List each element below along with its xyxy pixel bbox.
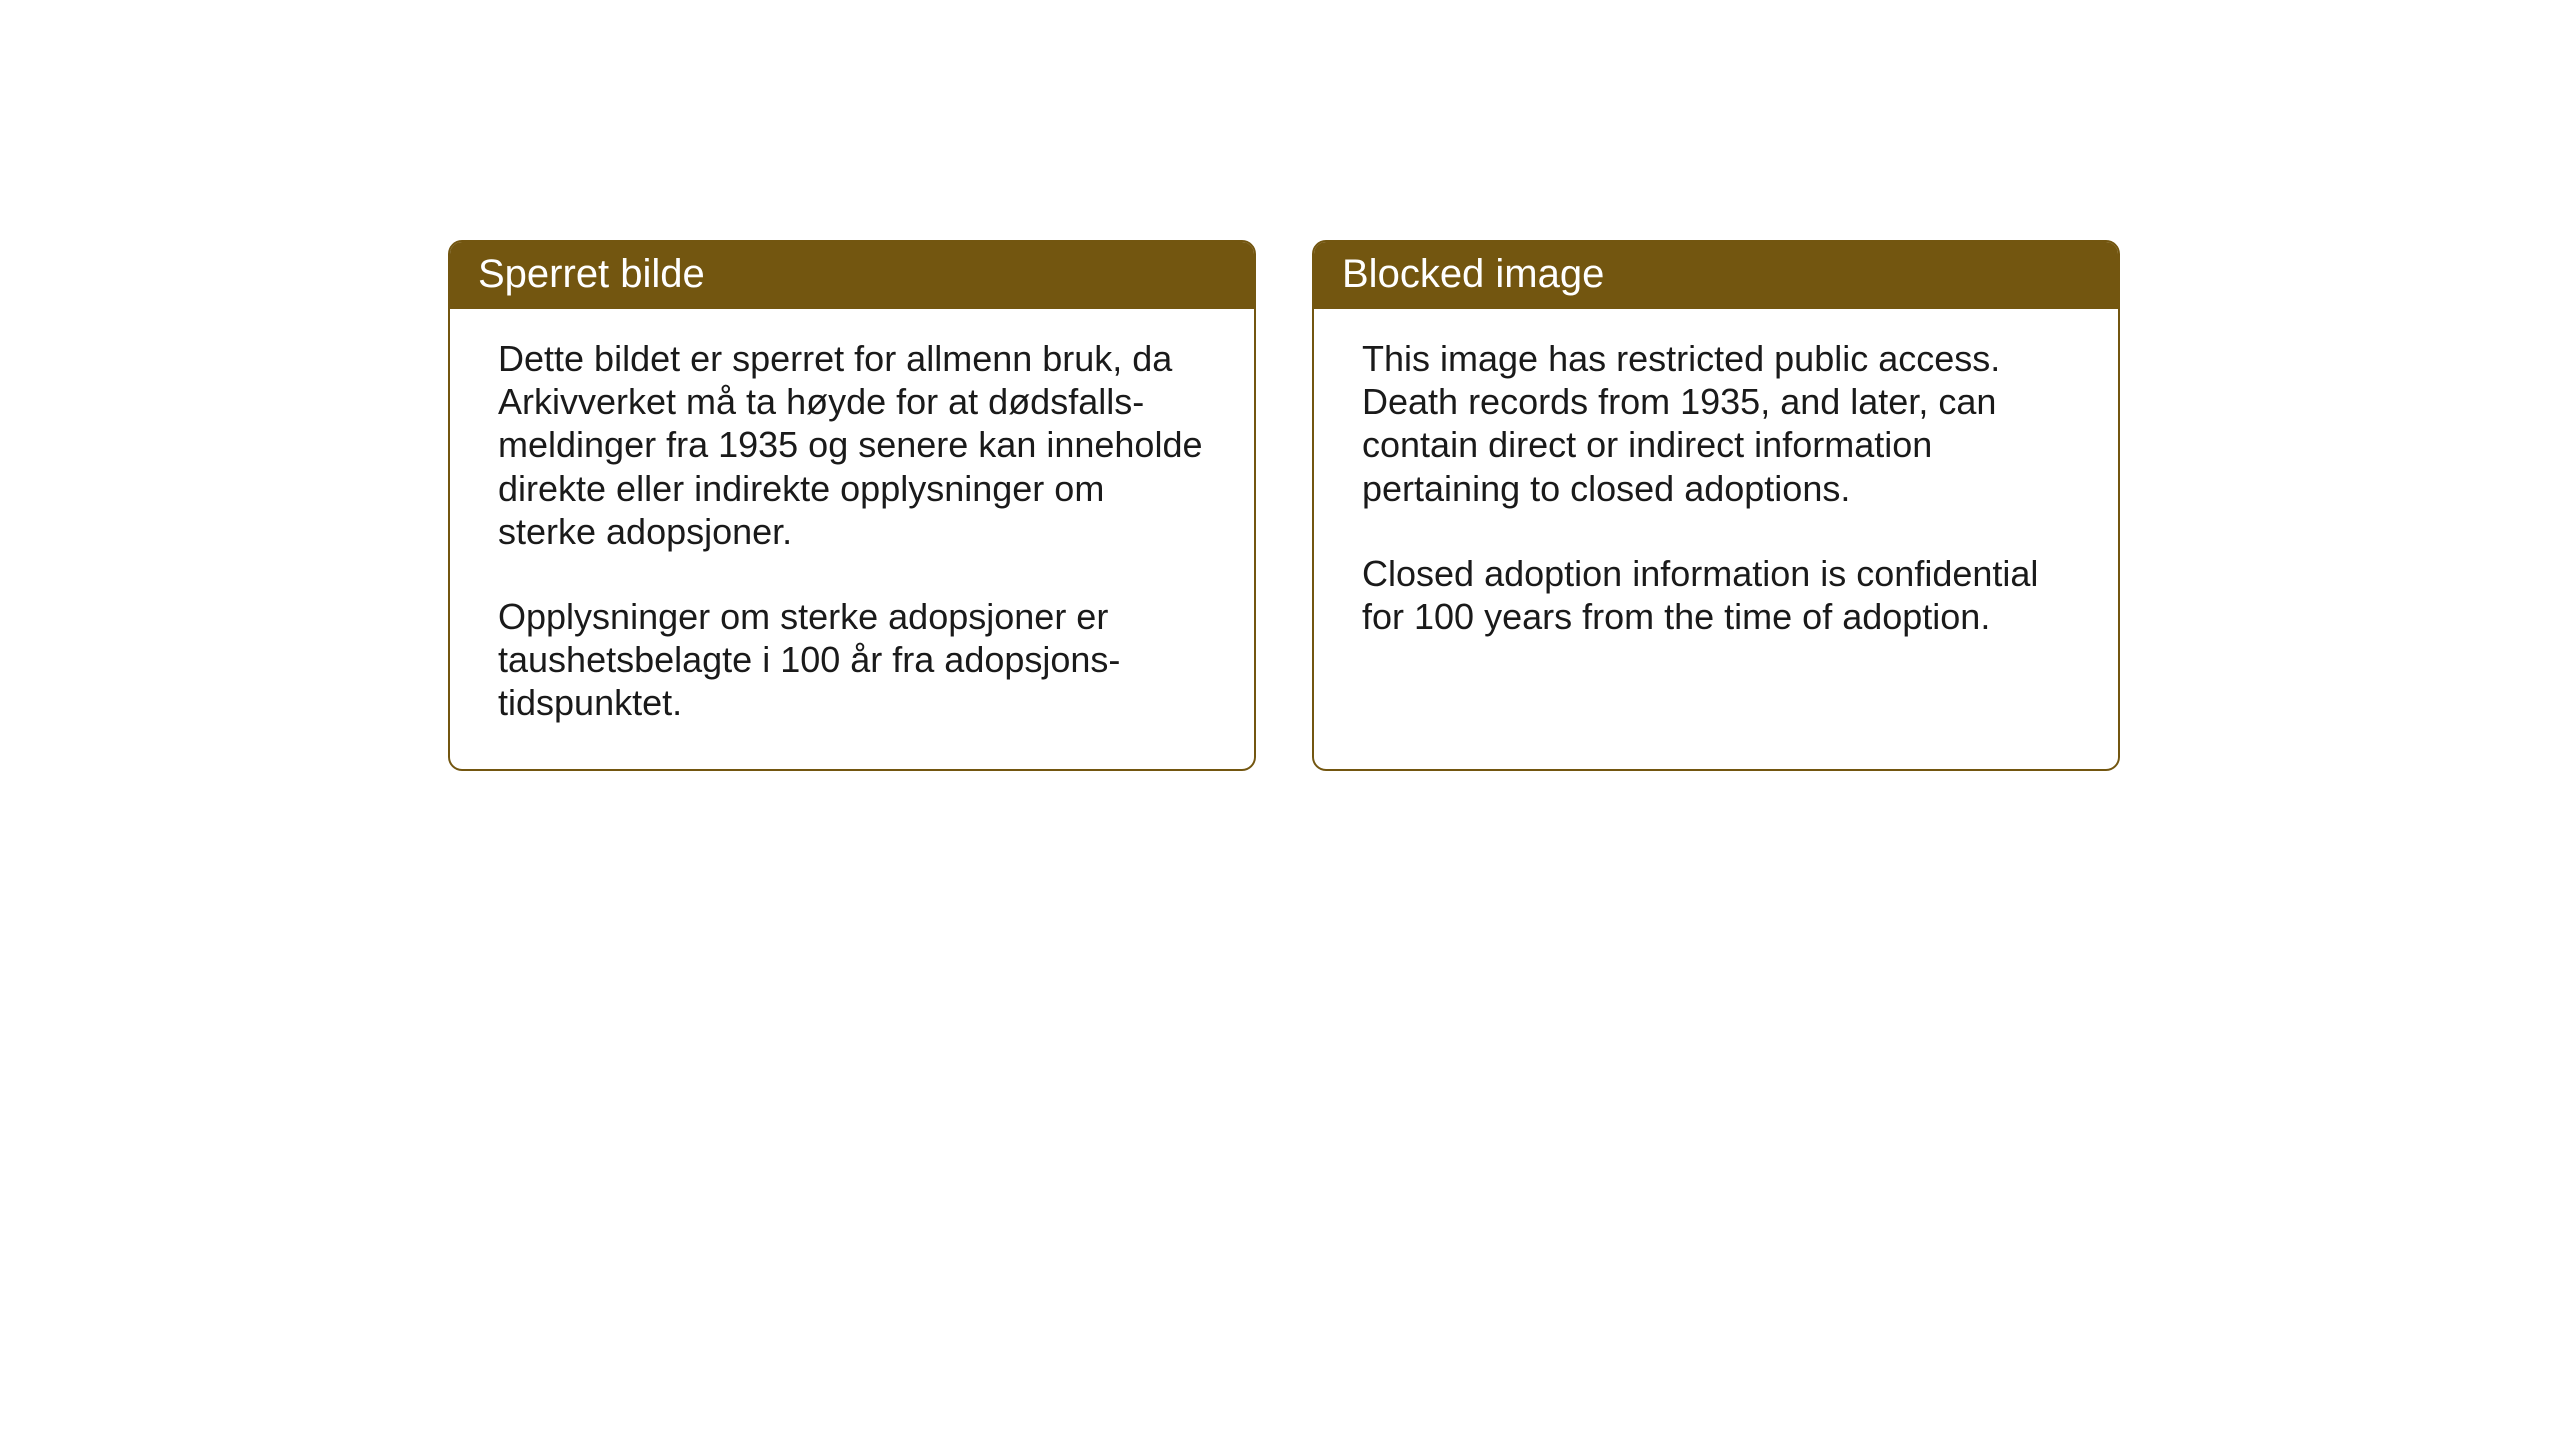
card-paragraph-1: Dette bildet er sperret for allmenn bruk…	[498, 337, 1206, 553]
card-header-english: Blocked image	[1314, 242, 2118, 309]
card-body-english: This image has restricted public access.…	[1314, 309, 2118, 757]
card-body-norwegian: Dette bildet er sperret for allmenn bruk…	[450, 309, 1254, 769]
notice-cards-container: Sperret bilde Dette bildet er sperret fo…	[448, 240, 2120, 771]
notice-card-norwegian: Sperret bilde Dette bildet er sperret fo…	[448, 240, 1256, 771]
card-paragraph-1: This image has restricted public access.…	[1362, 337, 2070, 510]
card-header-norwegian: Sperret bilde	[450, 242, 1254, 309]
notice-card-english: Blocked image This image has restricted …	[1312, 240, 2120, 771]
card-paragraph-2: Opplysninger om sterke adopsjoner er tau…	[498, 595, 1206, 725]
card-paragraph-2: Closed adoption information is confident…	[1362, 552, 2070, 638]
